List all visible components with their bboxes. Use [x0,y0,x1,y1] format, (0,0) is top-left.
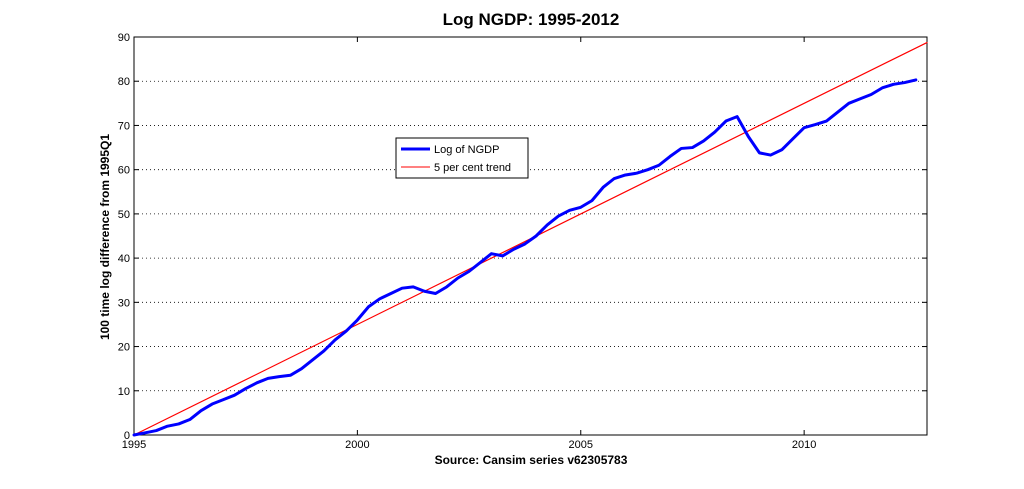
y-tick-label: 90 [118,32,130,44]
gridlines [134,80,927,392]
y-tick-label: 50 [118,209,130,221]
y-tick-label: 70 [118,120,130,132]
y-tick-label: 40 [118,253,130,265]
legend-box [395,137,529,179]
y-tick-label: 60 [118,165,130,177]
y-tick-label: 20 [118,342,130,354]
x-tick-label: 2000 [345,439,369,451]
plot-area-frame [133,36,928,436]
y-tick-label: 30 [118,297,130,309]
y-tick-label: 10 [118,386,130,398]
legend-label-log-of-ngdp: Log of NGDP [434,144,499,156]
x-tick-label: 1995 [122,439,146,451]
legend-label-trend: 5 per cent trend [434,162,511,174]
x-tick-label: 2005 [569,439,593,451]
x-axis-ticks: 1995 2000 2005 2010 [122,37,816,451]
y-tick-label: 0 [124,430,130,442]
chart-title: Log NGDP: 1995-2012 [443,10,620,29]
legend: Log of NGDP 5 per cent trend [395,137,529,179]
series-line-log-of-ngdp [132,78,918,437]
series-group [132,41,928,437]
x-axis-label: Source: Cansim series v62305783 [435,453,628,467]
y-axis-ticks: 0 10 20 30 40 50 60 70 80 90 [118,32,927,442]
x-tick-label: 2010 [792,439,816,451]
y-tick-label: 80 [118,76,130,88]
y-axis-label: 100 time log difference from 1995Q1 [98,134,112,340]
